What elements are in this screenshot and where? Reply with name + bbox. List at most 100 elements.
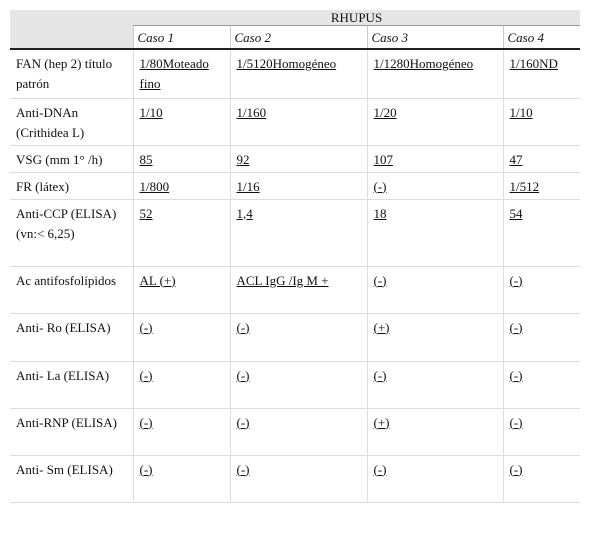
cell: (-) xyxy=(366,361,503,409)
group-header: RHUPUS xyxy=(133,10,581,26)
cell: 1/1280Homogéneo xyxy=(366,49,503,99)
cell-value[interactable]: 1/512 xyxy=(509,178,540,194)
cell: (-) xyxy=(502,361,581,409)
cell-value[interactable]: 1/5120Homogéneo xyxy=(236,56,337,71)
cell-value[interactable]: (-) xyxy=(509,367,523,383)
table-row: Anti-CCP (ELISA) (vn:< 6,25) 52 1,4 18 54 xyxy=(10,199,581,267)
cell: (+) xyxy=(366,313,503,362)
cell-value[interactable]: 1/20 xyxy=(373,104,397,120)
cell-value[interactable]: 18 xyxy=(373,205,387,221)
cell-value[interactable]: (-) xyxy=(139,319,153,335)
cell: (-) xyxy=(366,172,503,200)
cell-value[interactable]: 52 xyxy=(139,205,153,221)
column-header: Caso 3 xyxy=(366,25,503,50)
cell-value[interactable]: 1/1280Homogéneo xyxy=(373,56,474,71)
cell: ACL IgG /Ig M + xyxy=(229,266,367,314)
cell-value[interactable]: 1/16 xyxy=(236,178,260,194)
cell-value[interactable]: (-) xyxy=(139,367,153,383)
cell-value[interactable]: 47 xyxy=(509,151,523,167)
cell: (-) xyxy=(502,408,581,456)
row-label: Anti-RNP (ELISA) xyxy=(10,408,133,456)
cell: 1/10 xyxy=(132,98,230,146)
cell: (+) xyxy=(366,408,503,456)
column-header-row: Caso 1 Caso 2 Caso 3 Caso 4 xyxy=(10,25,581,50)
cell: (-) xyxy=(132,455,230,503)
row-label: Anti- Sm (ELISA) xyxy=(10,455,133,503)
cell: 1/16 xyxy=(229,172,367,200)
results-table: RHUPUS Caso 1 Caso 2 Caso 3 Caso 4 FAN (hep… xyxy=(10,10,581,503)
row-label: Anti-DNAn (Crithidea L) xyxy=(10,98,133,146)
cell-value[interactable]: 1/10 xyxy=(139,104,163,120)
cell: (-) xyxy=(132,361,230,409)
cell-value[interactable]: (+) xyxy=(373,319,390,335)
cell: 54 xyxy=(502,199,581,267)
row-label: FAN (hep 2) título patrón xyxy=(10,49,133,99)
column-header: Caso 4 xyxy=(502,25,581,50)
cell-value[interactable]: (-) xyxy=(509,319,523,335)
cell: 1/512 xyxy=(502,172,581,200)
cell-value[interactable]: 92 xyxy=(236,151,250,167)
cell-value[interactable]: 1/160ND xyxy=(509,56,558,71)
cell-value[interactable]: 107 xyxy=(373,151,394,167)
cell: 1,4 xyxy=(229,199,367,267)
cell: 1/160 xyxy=(229,98,367,146)
cell: (-) xyxy=(502,266,581,314)
cell: 1/20 xyxy=(366,98,503,146)
cell-value[interactable]: (-) xyxy=(509,272,523,288)
cell-value[interactable]: 1/800 xyxy=(139,178,170,194)
table-row: Anti-RNP (ELISA) (-) (-) (+) (-) xyxy=(10,408,581,456)
cell-value[interactable]: (-) xyxy=(236,414,250,430)
cell-value[interactable]: (-) xyxy=(236,461,250,477)
row-label: Ac antifosfolípidos xyxy=(10,266,133,314)
cell-value[interactable]: (-) xyxy=(373,272,387,288)
group-header-row: RHUPUS xyxy=(10,10,581,26)
cell: (-) xyxy=(366,455,503,503)
cell-value[interactable]: (-) xyxy=(373,367,387,383)
column-header: Caso 2 xyxy=(229,25,367,50)
cell: (-) xyxy=(366,266,503,314)
cell: (-) xyxy=(502,313,581,362)
empty-header xyxy=(10,10,133,26)
cell-value[interactable]: (-) xyxy=(373,178,387,194)
cell-value[interactable]: 85 xyxy=(139,151,153,167)
table-row: FAN (hep 2) título patrón 1/80Moteado fin… xyxy=(10,49,581,99)
table-row: Ac antifosfolípidos AL (+) ACL IgG /Ig M +… xyxy=(10,266,581,314)
cell: 1/800 xyxy=(132,172,230,200)
cell-value[interactable]: (-) xyxy=(236,367,250,383)
cell-value[interactable]: 1,4 xyxy=(236,205,253,221)
table-row: Anti-DNAn (Crithidea L) 1/10 1/160 1/20 1/10 xyxy=(10,98,581,146)
cell: 85 xyxy=(132,145,230,173)
cell-value[interactable]: 1/160 xyxy=(236,104,267,120)
cell-value[interactable]: (-) xyxy=(236,319,250,335)
cell: 1/80Moteado fino xyxy=(132,49,230,99)
cell: 52 xyxy=(132,199,230,267)
cell: 18 xyxy=(366,199,503,267)
cell-value[interactable]: ACL IgG /Ig M + xyxy=(236,272,329,288)
cell: (-) xyxy=(229,313,367,362)
cell-value[interactable]: (-) xyxy=(509,414,523,430)
table-body: FAN (hep 2) título patrón 1/80Moteado fin… xyxy=(10,49,581,503)
table-row: VSG (mm 1° /h) 85 92 107 47 xyxy=(10,145,581,173)
row-label: Anti- Ro (ELISA) xyxy=(10,313,133,362)
cell-value[interactable]: (-) xyxy=(373,461,387,477)
cell: 1/5120Homogéneo xyxy=(229,49,367,99)
cell: AL (+) xyxy=(132,266,230,314)
row-label: VSG (mm 1° /h) xyxy=(10,145,133,173)
table-row: Anti- Sm (ELISA) (-) (-) (-) (-) xyxy=(10,455,581,503)
cell-value[interactable]: AL (+) xyxy=(139,272,176,288)
cell: (-) xyxy=(229,408,367,456)
cell-value[interactable]: (-) xyxy=(509,461,523,477)
cell-value[interactable]: (-) xyxy=(139,414,153,430)
cell: 107 xyxy=(366,145,503,173)
cell-value[interactable]: 1/10 xyxy=(509,104,533,120)
table-row: Anti- La (ELISA) (-) (-) (-) (-) xyxy=(10,361,581,409)
cell: (-) xyxy=(132,313,230,362)
cell-value[interactable]: 1/80Moteado fino xyxy=(139,56,209,91)
cell: (-) xyxy=(132,408,230,456)
cell-value[interactable]: 54 xyxy=(509,205,523,221)
table-row: FR (látex) 1/800 1/16 (-) 1/512 xyxy=(10,172,581,200)
cell-value[interactable]: (-) xyxy=(139,461,153,477)
row-label: Anti-CCP (ELISA) (vn:< 6,25) xyxy=(10,199,133,267)
cell-value[interactable]: (+) xyxy=(373,414,390,430)
cell: 1/160ND xyxy=(502,49,581,99)
